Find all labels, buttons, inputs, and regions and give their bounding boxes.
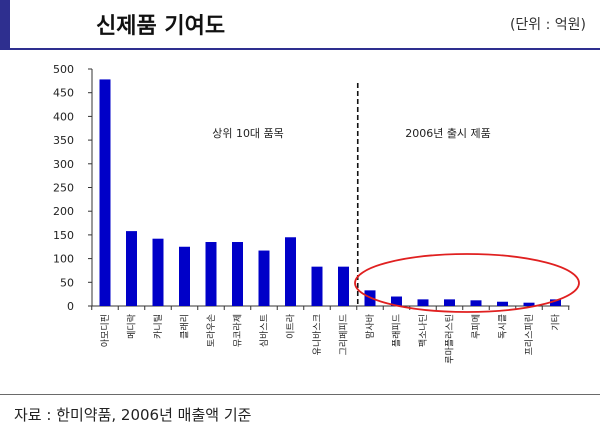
bar [444, 299, 455, 306]
annotation-new-products: 2006년 출시 제품 [405, 127, 491, 140]
x-tick-label: 그리페피드 [339, 314, 350, 355]
highlight-ellipse [354, 253, 580, 313]
bar [232, 242, 243, 306]
bar [99, 79, 111, 306]
x-tick-label: 플래피드 [392, 314, 403, 347]
x-tick-label: 팩소나딘 [418, 314, 429, 347]
x-tick-label: 루피메 [471, 314, 482, 339]
bar [179, 246, 190, 306]
y-tick-label: 350 [53, 134, 74, 147]
y-tick-label: 250 [53, 182, 74, 195]
header-accent-bar [0, 0, 10, 50]
x-tick-label: 심바스트 [259, 314, 270, 347]
x-tick-label: 메디락 [126, 314, 138, 339]
y-tick-label: 400 [53, 110, 74, 123]
bar [338, 266, 349, 306]
x-tick-label: 아모디핀 [100, 314, 111, 347]
page-title: 신제품 기여도 [96, 14, 226, 39]
bar [205, 242, 217, 306]
bar [126, 231, 137, 306]
bar [417, 299, 429, 306]
bar [497, 301, 508, 306]
header: 신제품 기여도 (단위 : 억원) [0, 0, 600, 50]
bar [470, 300, 482, 306]
bar [523, 302, 535, 306]
chart-container: 0 50 100 150 200 250 300 350 400 450 500 아모디핀 메디락 카니틸… [0, 50, 600, 390]
bar [550, 299, 561, 306]
x-tick-label: 카니틸 [153, 314, 164, 339]
x-tick-label: 프리스피린 [524, 314, 535, 355]
x-tick-label: 기타 [551, 313, 562, 330]
bar [152, 238, 164, 306]
y-tick-label: 300 [53, 158, 74, 171]
bar [285, 237, 296, 306]
x-tick-label: 맘사바 [365, 313, 376, 339]
x-tick-label: 독시클 [498, 314, 509, 339]
bar-chart: 0 50 100 150 200 250 300 350 400 450 500 아모디핀 메디락 카니틸… [53, 63, 580, 364]
y-tick-label: 500 [53, 63, 74, 76]
bar [391, 296, 402, 306]
footer-rule [0, 394, 600, 395]
x-tick-label: 뮤코라제 [233, 314, 244, 347]
y-tick-label: 100 [53, 253, 74, 266]
y-tick-label: 450 [53, 87, 74, 100]
y-tick-label: 150 [53, 229, 74, 242]
y-tick-label: 50 [60, 276, 74, 289]
x-tick-label: 이트라 [286, 313, 297, 339]
x-tick-label: 루마플러스틴 [445, 314, 456, 364]
unit-label: (단위 : 억원) [509, 17, 586, 33]
annotation-top-products: 상위 10대 품목 [212, 127, 284, 140]
source-note: 자료 : 한미약품, 2006년 매출액 기준 [14, 406, 252, 424]
bar [258, 250, 270, 306]
x-tick-label: 토라우손 [206, 314, 217, 347]
header-rule [0, 48, 600, 50]
y-tick-label: 0 [67, 300, 74, 313]
bar [311, 266, 323, 306]
y-tick-label: 200 [53, 205, 74, 218]
x-tick-label: 클래리 [180, 314, 191, 339]
x-tick-label: 유니바스크 [312, 314, 323, 355]
